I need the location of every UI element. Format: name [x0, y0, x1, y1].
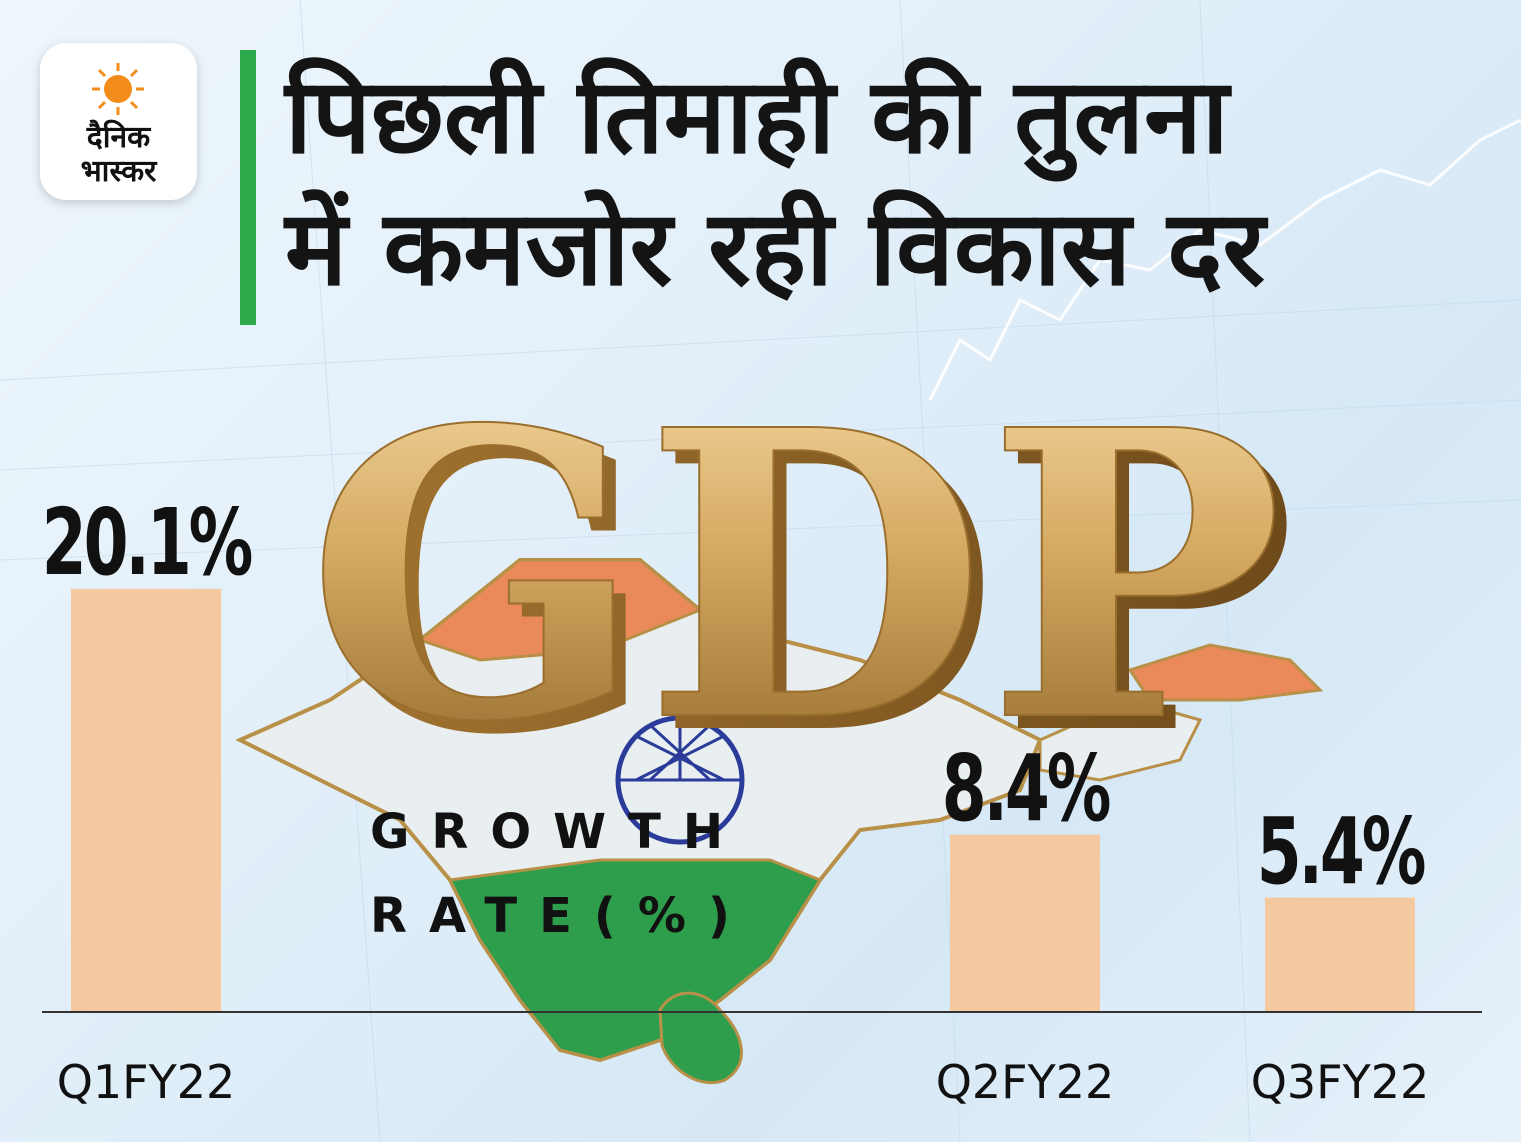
- value-label-Q1FY22: 20.1%: [41, 488, 253, 596]
- stock-line: [928, 118, 1521, 401]
- value-label-Q3FY22: 5.4%: [1256, 797, 1427, 905]
- sun-icon: [92, 63, 144, 115]
- headline: पिछली तिमाही की तुलना में कमजोर रही विका…: [285, 50, 1485, 314]
- subtitle-line2: RATE(%): [370, 888, 752, 944]
- brand-logo: दैनिक भास्कर: [40, 43, 197, 200]
- category-label-Q1FY22: Q1FY22: [56, 1055, 236, 1109]
- svg-text:GDP: GDP: [320, 358, 1297, 822]
- chart-subtitle: GROWTH RATE(%): [370, 790, 752, 958]
- category-label-Q3FY22: Q3FY22: [1250, 1055, 1430, 1109]
- bar-series: [71, 588, 1415, 1011]
- gdp-3d-text: GDP GDP: [306, 344, 1297, 822]
- bar-Q2FY22: [950, 834, 1100, 1011]
- category-label-Q2FY22: Q2FY22: [935, 1055, 1115, 1109]
- x-axis-line: [42, 1011, 1482, 1013]
- subtitle-line1: GROWTH: [370, 804, 746, 860]
- india-map: [235, 558, 1324, 1085]
- bar-Q3FY22: [1265, 897, 1415, 1011]
- value-label-Q2FY22: 8.4%: [941, 734, 1112, 842]
- headline-line2: में कमजोर रही विकास दर: [285, 187, 1266, 309]
- title-accent-bar: [240, 50, 256, 325]
- svg-text:GDP: GDP: [307, 345, 1284, 809]
- bar-Q1FY22: [71, 588, 221, 1011]
- headline-line1: पिछली तिमाही की तुलना: [285, 55, 1229, 177]
- brand-name-line1: दैनिक: [86, 120, 151, 155]
- brand-name-line2: भास्कर: [80, 154, 157, 189]
